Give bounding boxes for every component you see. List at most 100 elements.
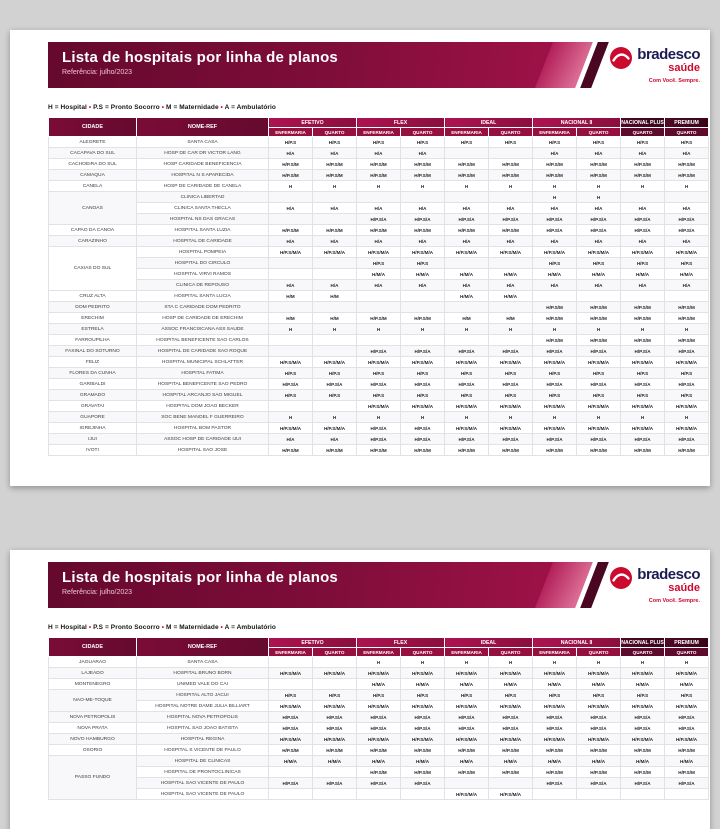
coverage-cell — [532, 788, 578, 800]
hospital-name-cell: HOSPITAL NS DAS GRACAS — [136, 213, 269, 225]
subcolumn-quarto: QUARTO — [311, 127, 358, 137]
coverage-cell: H/P.S/M/A — [311, 733, 358, 745]
coverage-cell: H/P.S/A — [576, 213, 622, 225]
coverage-cell: H/P.S — [576, 257, 622, 269]
coverage-cell: H/P.S — [311, 136, 358, 148]
coverage-cell — [664, 191, 710, 203]
coverage-cell: H/A — [311, 279, 358, 291]
coverage-cell: H/P.S/M/A — [488, 400, 534, 412]
coverage-cell: H/P.S/A — [488, 433, 534, 445]
coverage-cell: H/P.S/A — [444, 213, 490, 225]
coverage-cell: H/A — [444, 235, 490, 247]
coverage-cell: H/P.S — [664, 367, 710, 379]
coverage-cell — [356, 191, 402, 203]
coverage-cell: H/M/A — [444, 755, 490, 767]
city-cell: IJUI — [48, 433, 137, 445]
coverage-cell: H — [400, 411, 446, 423]
coverage-cell: H/P.S — [356, 136, 402, 148]
coverage-cell: H/P.S/M/A — [576, 356, 622, 368]
coverage-cell: H/A — [488, 279, 534, 291]
hospital-row: HOSPITAL NOTRE DAME JULIA BILLIART H/P.S/… — [49, 700, 710, 712]
coverage-cell: H/P.S/M — [664, 312, 710, 324]
coverage-cell: H/P.S/A — [664, 224, 710, 236]
coverage-cell — [620, 788, 666, 800]
coverage-cell: H/P.S/M/A — [444, 400, 490, 412]
coverage-cell: H/P.S/M — [532, 444, 578, 456]
coverage-cell: H/P.S/M/A — [311, 356, 358, 368]
coverage-cell: H/A — [356, 235, 402, 247]
coverage-cell: H/P.S — [311, 389, 358, 401]
coverage-cell: H/P.S/A — [311, 378, 358, 390]
coverage-cell: H/P.S/A — [664, 777, 710, 789]
coverage-cell: H/P.S/M/A — [356, 667, 402, 679]
column-header-cidade: CIDADE — [48, 637, 137, 657]
coverage-cell: H/P.S/A — [356, 345, 402, 357]
hospital-row: IJUI ASSOC HOSP DE CARIDADE IJUI H/A H/A H/P… — [48, 433, 710, 445]
hospital-row: PASSO FUNDO HOSPITAL DE CLINICAS H/M/A H/M/… — [48, 755, 710, 800]
coverage-cell: H/P.S/M/A — [400, 667, 446, 679]
coverage-cell: H/P.S/M — [532, 301, 578, 313]
coverage-cell: H/P.S/A — [664, 213, 710, 225]
plan-group-nacional-plus: NACIONAL PLUS — [620, 117, 666, 128]
coverage-cell: H/P.S/M/A — [532, 356, 578, 368]
coverage-cell: H/M/A — [664, 755, 710, 767]
coverage-cell: H/A — [268, 147, 313, 159]
legend-bullet: • — [86, 104, 94, 111]
hospital-name-cell: HOSP DE CARIDADE DE ERECHIM — [136, 312, 269, 324]
brand-product: saúde — [668, 62, 700, 74]
coverage-cell: H/P.S — [532, 689, 578, 701]
coverage-cell: H/P.S/M/A — [400, 700, 446, 712]
coverage-cell: H/M/A — [488, 678, 534, 690]
hospital-row: LAJEADO HOSPITAL BRUNO BORN H/P.S/M/A H/P.S… — [48, 667, 710, 679]
coverage-cell: H/M/A — [576, 755, 622, 767]
reference-date: Referência: julho/2023 — [62, 69, 133, 76]
hospital-row: CLINICA DE REPOUSO H/A H/A H/A H/A H/A H/A H/A H… — [49, 279, 710, 291]
coverage-cell: H/P.S/M/A — [576, 400, 622, 412]
coverage-cell — [356, 290, 402, 302]
coverage-cell: H/P.S — [620, 367, 666, 379]
city-cell: JAGUARAO — [48, 656, 137, 668]
coverage-cell: H/A — [576, 147, 622, 159]
hospital-name-cell: STA C CARIDADE DOM PEDRITO — [136, 301, 269, 313]
coverage-cell: H/P.S/A — [532, 345, 578, 357]
column-header-nome-ref: NOME-REF — [136, 637, 269, 657]
coverage-cell — [488, 301, 534, 313]
coverage-cell: H/P.S/A — [444, 378, 490, 390]
coverage-cell: H/P.S/A — [576, 345, 622, 357]
coverage-cell — [268, 400, 313, 412]
hospital-row: HOSPITAL SAO VICENTE DE PAULO H/P.S/M/A H/… — [49, 788, 710, 800]
coverage-cell: H/A — [444, 279, 490, 291]
coverage-cell: H/A — [400, 202, 446, 214]
coverage-cell: H/P.S — [532, 389, 578, 401]
coverage-cell: H — [400, 656, 446, 668]
hospital-row: CACAPAVA DO SUL HOSP DE CAR DR VICTOR LAN… — [48, 147, 710, 159]
coverage-cell: H — [532, 180, 578, 192]
coverage-cell: H/P.S — [400, 136, 446, 148]
hospital-row: CAPAO DA CANOA HOSPITAL SANTA LUZIA H/P.S/… — [48, 224, 710, 236]
hospital-row: IVOTI HOSPITAL SAO JOSE H/P.S/M H/P.S/M H/P.… — [48, 444, 710, 456]
plan-group-ideal: IDEAL — [444, 117, 534, 128]
hospital-name-cell: HOSPITAL SAO JOAO BATISTA — [136, 722, 269, 734]
hospital-row: GRAMADO HOSPITAL ARCANJO SAO MIGUEL H/P.S H… — [48, 389, 710, 401]
coverage-cell: H/P.S — [532, 257, 578, 269]
coverage-cell: H/P.S/M — [576, 312, 622, 324]
hospital-name-cell: SANTA CASA — [136, 136, 269, 148]
coverage-cell: H/P.S — [620, 689, 666, 701]
coverage-cell: H/A — [488, 235, 534, 247]
coverage-cell: H/A — [532, 235, 578, 247]
coverage-cell: H/P.S/M — [444, 444, 490, 456]
coverage-cell: H/P.S/M/A — [444, 246, 490, 258]
subcolumn-quarto: QUARTO — [664, 127, 710, 137]
coverage-cell: H/P.S/M/A — [576, 700, 622, 712]
coverage-cell: H/A — [444, 202, 490, 214]
coverage-cell: H — [532, 656, 578, 668]
hospital-row: FELIZ HOSPITAL MUNICIPAL SCHLATTER H/P.S/M… — [48, 356, 710, 368]
coverage-cell: H/M/A — [400, 268, 446, 280]
coverage-cell — [576, 290, 622, 302]
hospital-row: CACHOEIRA DO SUL HOSP CARIDADE BENEFICENC… — [48, 158, 710, 170]
coverage-cell: H/P.S/A — [576, 224, 622, 236]
coverage-cell: H/P.S/A — [400, 213, 446, 225]
coverage-cell: H/P.S/M — [444, 169, 490, 181]
coverage-cell: H/P.S/A — [620, 224, 666, 236]
coverage-cell: H/A — [620, 202, 666, 214]
